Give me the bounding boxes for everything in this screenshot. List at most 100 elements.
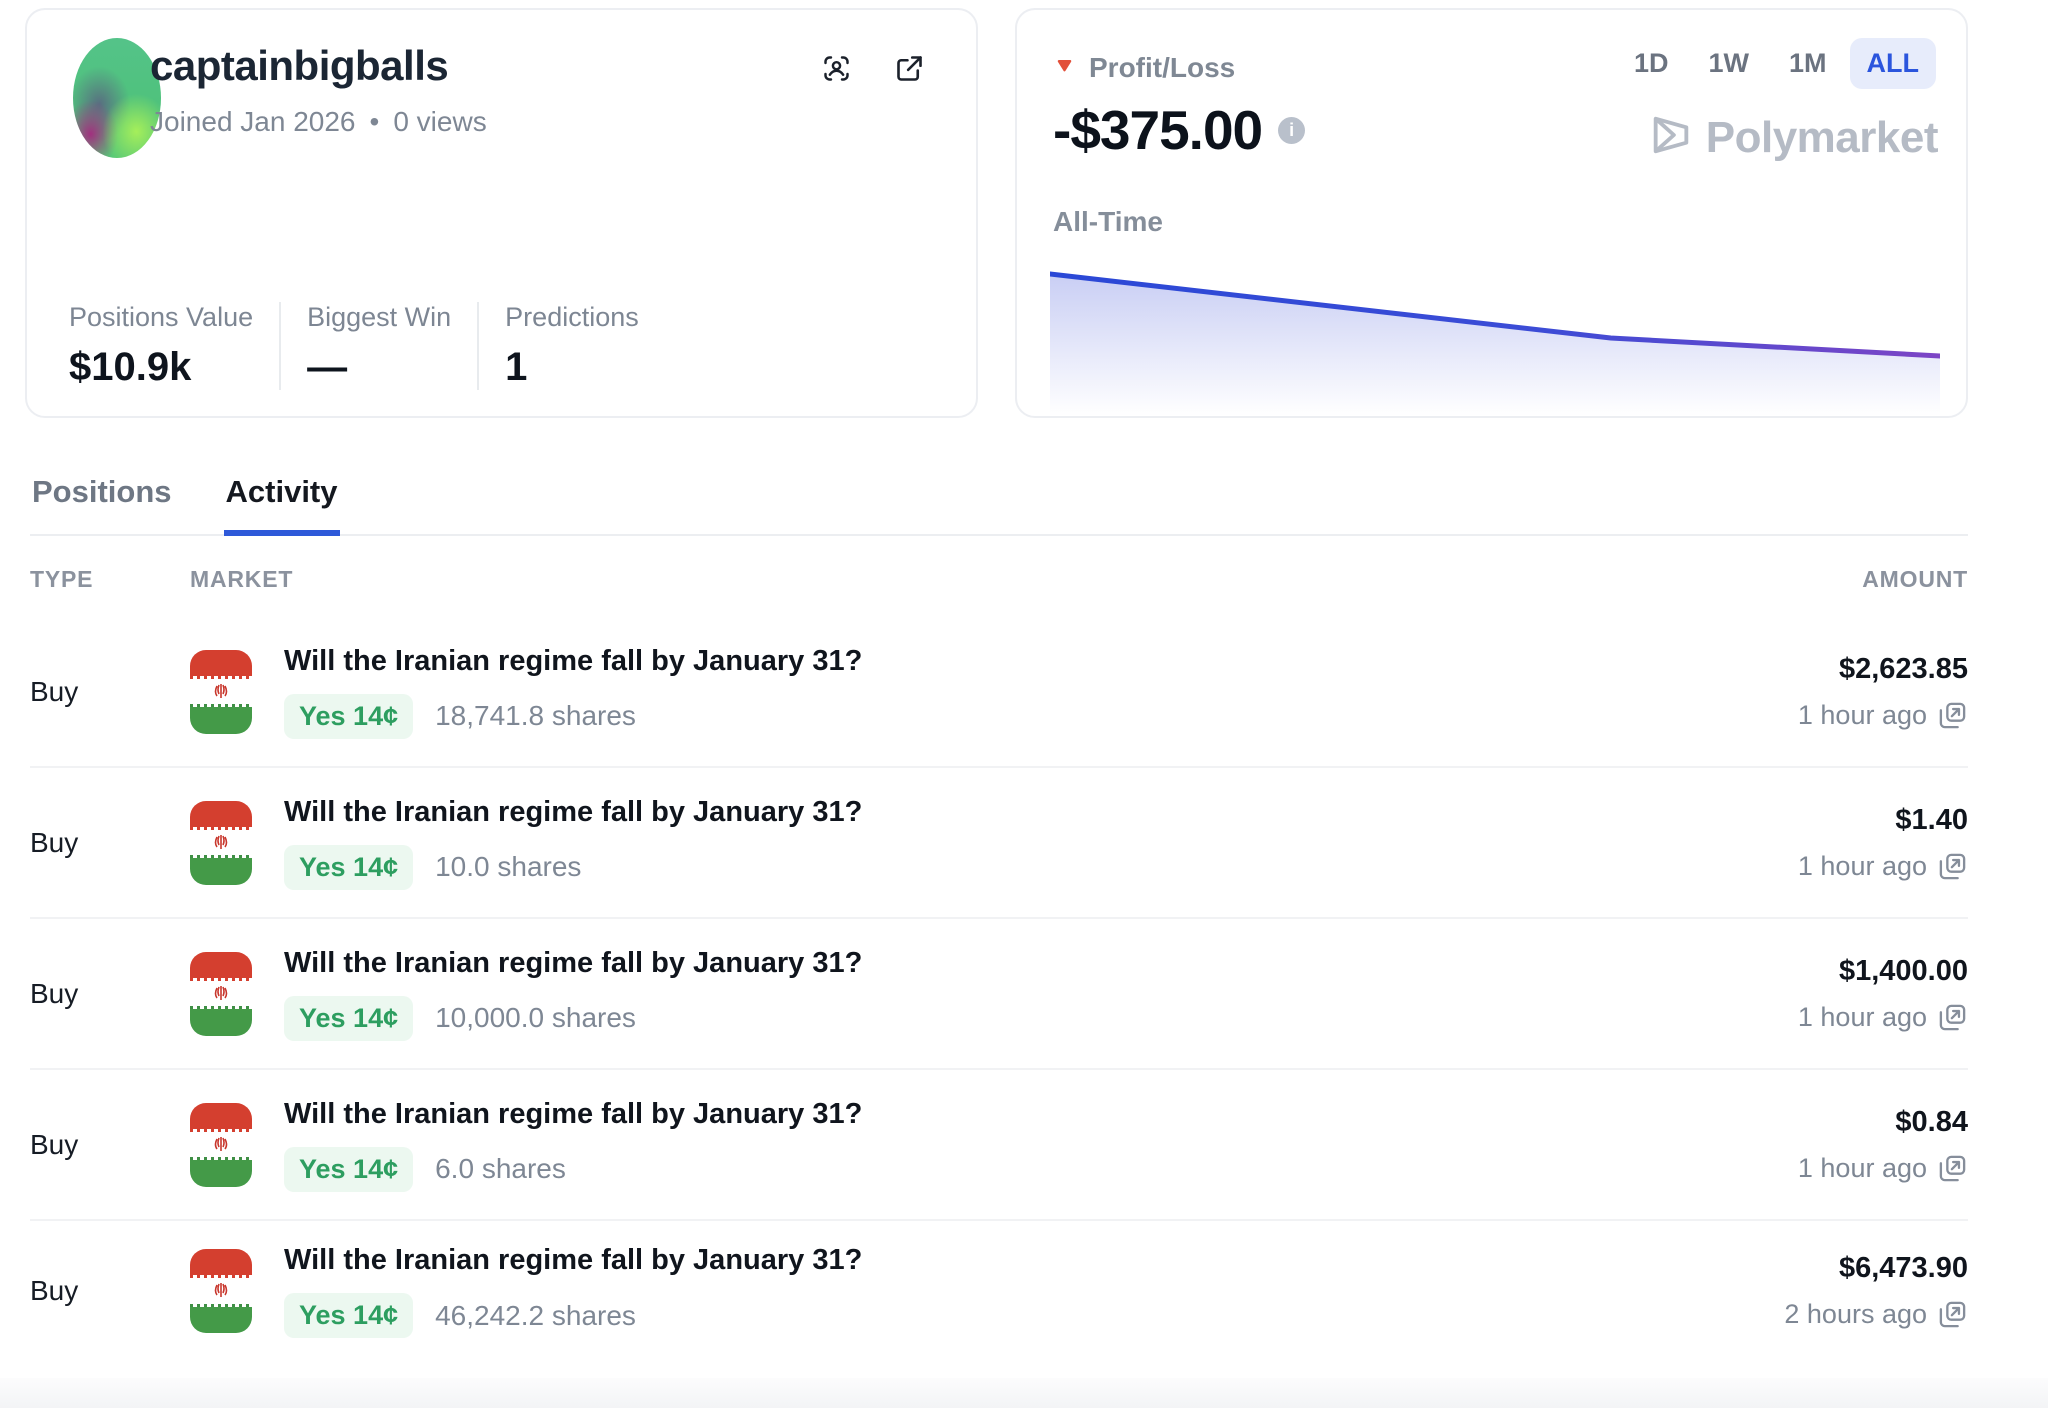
- outcome-badge: Yes 14¢: [284, 1293, 414, 1338]
- user-block: captainbigballs Joined Jan 2026 • 0 view…: [150, 42, 487, 138]
- activity-row[interactable]: Buy Will the Iranian regime fall by Janu…: [30, 919, 1968, 1070]
- pnl-title: Profit/Loss: [1089, 52, 1236, 83]
- market-title-link[interactable]: Will the Iranian regime fall by January …: [284, 946, 863, 979]
- amount-cell: $0.84 1 hour ago: [1798, 1106, 1968, 1184]
- amount-cell: $1,400.00 1 hour ago: [1798, 955, 1968, 1033]
- tx-external-link-icon[interactable]: [1937, 1002, 1968, 1033]
- market-cell: Will the Iranian regime fall by January …: [190, 947, 1798, 1041]
- time-ago: 2 hours ago: [1784, 1299, 1927, 1329]
- market-subline: Yes 14¢ 6.0 shares: [284, 1146, 862, 1192]
- time-row: 2 hours ago: [1784, 1299, 1968, 1330]
- amount-value: $0.84: [1895, 1105, 1968, 1138]
- market-info: Will the Iranian regime fall by January …: [284, 1244, 862, 1338]
- tx-external-link-icon[interactable]: [1937, 1153, 1968, 1184]
- tx-external-link-icon[interactable]: [1937, 1299, 1968, 1330]
- trade-type: Buy: [30, 977, 79, 1009]
- market-info: Will the Iranian regime fall by January …: [284, 796, 862, 890]
- meta-bullet: •: [369, 106, 380, 137]
- market-cell: Will the Iranian regime fall by January …: [190, 645, 1798, 739]
- amount-value: $2,623.85: [1838, 652, 1968, 685]
- activity-row[interactable]: Buy Will the Iranian regime fall by Janu…: [30, 1221, 1968, 1361]
- username: captainbigballs: [150, 42, 449, 89]
- pnl-sparkline: [1050, 271, 1940, 416]
- polymarket-watermark: Polymarket: [1648, 112, 1939, 163]
- profile-actions: [820, 52, 926, 85]
- outcome-badge: Yes 14¢: [284, 1146, 414, 1192]
- profile-tabs: Positions Activity: [30, 474, 1968, 536]
- shares-label: 10,000.0 shares: [435, 1002, 636, 1033]
- time-ago: 1 hour ago: [1797, 1001, 1927, 1032]
- outcome-badge: Yes 14¢: [284, 693, 414, 739]
- iran-flag-icon: [190, 951, 252, 1036]
- trade-type: Buy: [30, 675, 79, 707]
- info-icon[interactable]: i: [1278, 116, 1306, 144]
- market-title-link[interactable]: Will the Iranian regime fall by January …: [284, 1244, 863, 1276]
- time-row: 1 hour ago: [1798, 1002, 1968, 1033]
- stat-positions-value: Positions Value $10.9k: [69, 302, 279, 390]
- joined-date: Joined Jan 2026: [150, 106, 356, 137]
- iran-flag-icon: [190, 1102, 252, 1187]
- timeframe-1d[interactable]: 1D: [1617, 38, 1686, 89]
- time-row: 1 hour ago: [1798, 700, 1968, 731]
- header-market: MARKET: [190, 566, 294, 592]
- activity-row[interactable]: Buy Will the Iranian regime fall by Janu…: [30, 1070, 1968, 1221]
- activity-row[interactable]: Buy Will the Iranian regime fall by Janu…: [30, 768, 1968, 919]
- loss-arrow-icon: [1053, 55, 1076, 81]
- top-cards: captainbigballs Joined Jan 2026 • 0 view…: [0, 0, 2048, 418]
- stat-label: Predictions: [505, 302, 639, 332]
- iran-flag-icon: [190, 1249, 252, 1333]
- market-subline: Yes 14¢ 18,741.8 shares: [284, 693, 862, 739]
- header-amount: AMOUNT: [1862, 566, 1968, 592]
- user-meta: Joined Jan 2026 • 0 views: [150, 106, 487, 138]
- timeframe-1m[interactable]: 1M: [1772, 38, 1844, 89]
- trade-type: Buy: [30, 1275, 79, 1306]
- bottom-fade: [0, 1378, 2048, 1408]
- time-row: 1 hour ago: [1798, 851, 1968, 882]
- pnl-value: -$375.00: [1053, 99, 1263, 161]
- amount-value: $1.40: [1895, 803, 1968, 836]
- stat-value: $10.9k: [69, 345, 192, 389]
- market-info: Will the Iranian regime fall by January …: [284, 645, 862, 739]
- stat-predictions: Predictions 1: [477, 302, 665, 390]
- shares-label: 46,242.2 shares: [435, 1299, 636, 1331]
- amount-value: $1,400.00: [1838, 954, 1968, 987]
- time-row: 1 hour ago: [1798, 1153, 1968, 1184]
- stat-value: —: [307, 345, 348, 389]
- tab-activity[interactable]: Activity: [223, 474, 340, 536]
- tab-positions[interactable]: Positions: [32, 474, 172, 509]
- pnl-value-row: -$375.00 i: [1053, 98, 1306, 162]
- pnl-chart[interactable]: [1050, 266, 1940, 416]
- header-type: TYPE: [30, 566, 94, 592]
- pnl-card: Profit/Loss 1D 1W 1M ALL -$375.00 i Poly…: [1015, 8, 1968, 418]
- views-count: 0 views: [393, 106, 487, 137]
- outcome-badge: Yes 14¢: [284, 995, 414, 1041]
- tx-external-link-icon[interactable]: [1937, 851, 1968, 882]
- timeframe-all[interactable]: ALL: [1849, 38, 1936, 89]
- activity-table: TYPE MARKET AMOUNT Buy Will the Iranian …: [30, 536, 1968, 1361]
- outcome-badge: Yes 14¢: [284, 844, 414, 890]
- activity-row[interactable]: Buy Will the Iranian regime fall by Janu…: [30, 617, 1968, 768]
- face-scan-icon[interactable]: [820, 52, 853, 85]
- amount-cell: $1.40 1 hour ago: [1798, 804, 1968, 882]
- amount-cell: $6,473.90 2 hours ago: [1784, 1252, 1968, 1330]
- market-info: Will the Iranian regime fall by January …: [284, 947, 862, 1041]
- profile-stats: Positions Value $10.9k Biggest Win — Pre…: [69, 302, 665, 390]
- shares-label: 18,741.8 shares: [435, 700, 636, 731]
- stat-label: Positions Value: [69, 302, 254, 332]
- iran-flag-icon: [190, 800, 252, 885]
- stat-biggest-win: Biggest Win —: [279, 302, 477, 390]
- avatar: [73, 38, 161, 158]
- trade-type: Buy: [30, 1128, 79, 1160]
- external-link-icon[interactable]: [893, 52, 926, 85]
- timeframe-1w[interactable]: 1W: [1692, 38, 1767, 89]
- pnl-header: Profit/Loss: [1053, 52, 1235, 84]
- stat-value: 1: [505, 345, 528, 389]
- time-ago: 1 hour ago: [1797, 699, 1927, 730]
- tx-external-link-icon[interactable]: [1937, 700, 1968, 731]
- market-title-link[interactable]: Will the Iranian regime fall by January …: [284, 1097, 863, 1130]
- table-header-row: TYPE MARKET AMOUNT: [30, 536, 1968, 617]
- market-title-link[interactable]: Will the Iranian regime fall by January …: [284, 795, 863, 828]
- market-subline: Yes 14¢ 46,242.2 shares: [284, 1293, 862, 1338]
- amount-value: $6,473.90: [1838, 1252, 1968, 1284]
- market-title-link[interactable]: Will the Iranian regime fall by January …: [284, 644, 863, 677]
